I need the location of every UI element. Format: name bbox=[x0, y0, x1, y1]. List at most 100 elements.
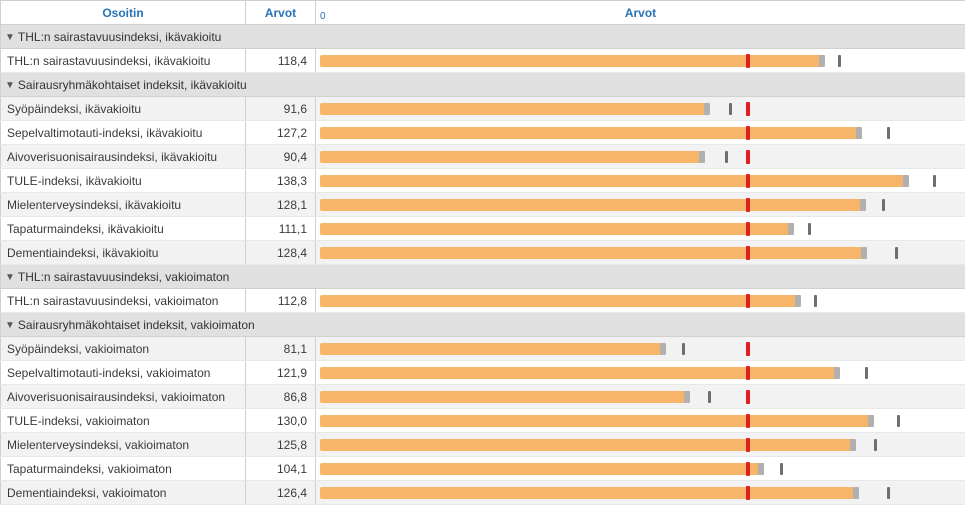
indicator-table: Osoitin Arvot 0 Arvot ▼THL:n sairastavuu… bbox=[0, 0, 965, 505]
bar-track bbox=[320, 415, 959, 427]
indicator-cell: Mielenterveysindeksi, ikävakioitu bbox=[1, 193, 246, 217]
reference-marker bbox=[746, 150, 750, 164]
reference-marker bbox=[746, 414, 750, 428]
indicator-cell: TULE-indeksi, ikävakioitu bbox=[1, 169, 246, 193]
table-row[interactable]: Dementiaindeksi, ikävakioitu128,4 bbox=[1, 241, 965, 265]
bar-track bbox=[320, 295, 959, 307]
bar-cap bbox=[856, 127, 862, 139]
table-row[interactable]: Syöpäindeksi, ikävakioitu91,6 bbox=[1, 97, 965, 121]
header-chart[interactable]: 0 Arvot bbox=[316, 1, 965, 25]
value-cell: 86,8 bbox=[246, 385, 316, 409]
reference-marker bbox=[746, 222, 750, 236]
tick-marker bbox=[933, 175, 936, 187]
chart-cell bbox=[316, 217, 965, 241]
tick-marker bbox=[874, 439, 877, 451]
reference-marker bbox=[746, 486, 750, 500]
bar bbox=[320, 151, 705, 163]
reference-marker bbox=[746, 438, 750, 452]
group-row[interactable]: ▼THL:n sairastavuusindeksi, vakioimaton bbox=[1, 265, 965, 289]
header-indicator[interactable]: Osoitin bbox=[1, 1, 246, 25]
bar-cap bbox=[819, 55, 825, 67]
bar-track bbox=[320, 127, 959, 139]
value-cell: 121,9 bbox=[246, 361, 316, 385]
tick-marker bbox=[882, 199, 885, 211]
value-cell: 81,1 bbox=[246, 337, 316, 361]
bar bbox=[320, 175, 909, 187]
table-row[interactable]: THL:n sairastavuusindeksi, vakioimaton11… bbox=[1, 289, 965, 313]
indicator-cell: Syöpäindeksi, vakioimaton bbox=[1, 337, 246, 361]
bar-cap bbox=[699, 151, 705, 163]
reference-marker bbox=[746, 366, 750, 380]
bar-cap bbox=[660, 343, 666, 355]
value-cell: 104,1 bbox=[246, 457, 316, 481]
table-row[interactable]: Dementiaindeksi, vakioimaton126,4 bbox=[1, 481, 965, 505]
bar-track bbox=[320, 103, 959, 115]
table-row[interactable]: Aivoverisuonisairausindeksi, vakioimaton… bbox=[1, 385, 965, 409]
table-row[interactable]: Tapaturmaindeksi, vakioimaton104,1 bbox=[1, 457, 965, 481]
table-row[interactable]: THL:n sairastavuusindeksi, ikävakioitu11… bbox=[1, 49, 965, 73]
header-value[interactable]: Arvot bbox=[246, 1, 316, 25]
chart-cell bbox=[316, 337, 965, 361]
indicator-cell: Dementiaindeksi, vakioimaton bbox=[1, 481, 246, 505]
bar-track bbox=[320, 151, 959, 163]
group-row[interactable]: ▼Sairausryhmäkohtaiset indeksit, ikävaki… bbox=[1, 73, 965, 97]
reference-marker bbox=[746, 174, 750, 188]
bar bbox=[320, 295, 801, 307]
chart-cell bbox=[316, 241, 965, 265]
group-label-text: THL:n sairastavuusindeksi, vakioimaton bbox=[18, 270, 229, 284]
group-row[interactable]: ▼THL:n sairastavuusindeksi, ikävakioitu bbox=[1, 25, 965, 49]
reference-marker bbox=[746, 294, 750, 308]
indicator-cell: Syöpäindeksi, ikävakioitu bbox=[1, 97, 246, 121]
bar-cap bbox=[795, 295, 801, 307]
collapse-icon: ▼ bbox=[5, 320, 15, 331]
bar bbox=[320, 127, 862, 139]
bar bbox=[320, 439, 856, 451]
bar-track bbox=[320, 391, 959, 403]
table-row[interactable]: Mielenterveysindeksi, vakioimaton125,8 bbox=[1, 433, 965, 457]
table-row[interactable]: Sepelvaltimotauti-indeksi, vakioimaton12… bbox=[1, 361, 965, 385]
indicator-cell: Aivoverisuonisairausindeksi, vakioimaton bbox=[1, 385, 246, 409]
reference-marker bbox=[746, 126, 750, 140]
bar-cap bbox=[860, 199, 866, 211]
value-cell: 127,2 bbox=[246, 121, 316, 145]
group-label-text: THL:n sairastavuusindeksi, ikävakioitu bbox=[18, 30, 221, 44]
chart-cell bbox=[316, 49, 965, 73]
indicator-cell: Sepelvaltimotauti-indeksi, ikävakioitu bbox=[1, 121, 246, 145]
bar-cap bbox=[903, 175, 909, 187]
value-cell: 112,8 bbox=[246, 289, 316, 313]
bar-track bbox=[320, 247, 959, 259]
group-label[interactable]: ▼THL:n sairastavuusindeksi, vakioimaton bbox=[1, 265, 965, 289]
table-row[interactable]: Syöpäindeksi, vakioimaton81,1 bbox=[1, 337, 965, 361]
table-row[interactable]: TULE-indeksi, vakioimaton130,0 bbox=[1, 409, 965, 433]
bar-track bbox=[320, 223, 959, 235]
chart-cell bbox=[316, 145, 965, 169]
bar bbox=[320, 343, 665, 355]
indicator-cell: Dementiaindeksi, ikävakioitu bbox=[1, 241, 246, 265]
group-row[interactable]: ▼Sairausryhmäkohtaiset indeksit, vakioim… bbox=[1, 313, 965, 337]
indicator-cell: TULE-indeksi, vakioimaton bbox=[1, 409, 246, 433]
tick-marker bbox=[865, 367, 868, 379]
value-cell: 126,4 bbox=[246, 481, 316, 505]
tick-marker bbox=[887, 127, 890, 139]
bar-cap bbox=[868, 415, 874, 427]
tick-marker bbox=[887, 487, 890, 499]
tick-marker bbox=[838, 55, 841, 67]
table-row[interactable]: Mielenterveysindeksi, ikävakioitu128,1 bbox=[1, 193, 965, 217]
group-label[interactable]: ▼Sairausryhmäkohtaiset indeksit, ikävaki… bbox=[1, 73, 965, 97]
table-row[interactable]: Aivoverisuonisairausindeksi, ikävakioitu… bbox=[1, 145, 965, 169]
header-chart-label: Arvot bbox=[625, 6, 656, 20]
table-row[interactable]: Sepelvaltimotauti-indeksi, ikävakioitu12… bbox=[1, 121, 965, 145]
value-cell: 125,8 bbox=[246, 433, 316, 457]
table-row[interactable]: TULE-indeksi, ikävakioitu138,3 bbox=[1, 169, 965, 193]
bar bbox=[320, 487, 858, 499]
bar-cap bbox=[853, 487, 859, 499]
value-cell: 128,4 bbox=[246, 241, 316, 265]
tick-marker bbox=[729, 103, 732, 115]
bar-track bbox=[320, 199, 959, 211]
group-label[interactable]: ▼Sairausryhmäkohtaiset indeksit, vakioim… bbox=[1, 313, 965, 337]
indicator-cell: Sepelvaltimotauti-indeksi, vakioimaton bbox=[1, 361, 246, 385]
table-row[interactable]: Tapaturmaindeksi, ikävakioitu111,1 bbox=[1, 217, 965, 241]
chart-cell bbox=[316, 193, 965, 217]
group-label[interactable]: ▼THL:n sairastavuusindeksi, ikävakioitu bbox=[1, 25, 965, 49]
collapse-icon: ▼ bbox=[5, 32, 15, 43]
